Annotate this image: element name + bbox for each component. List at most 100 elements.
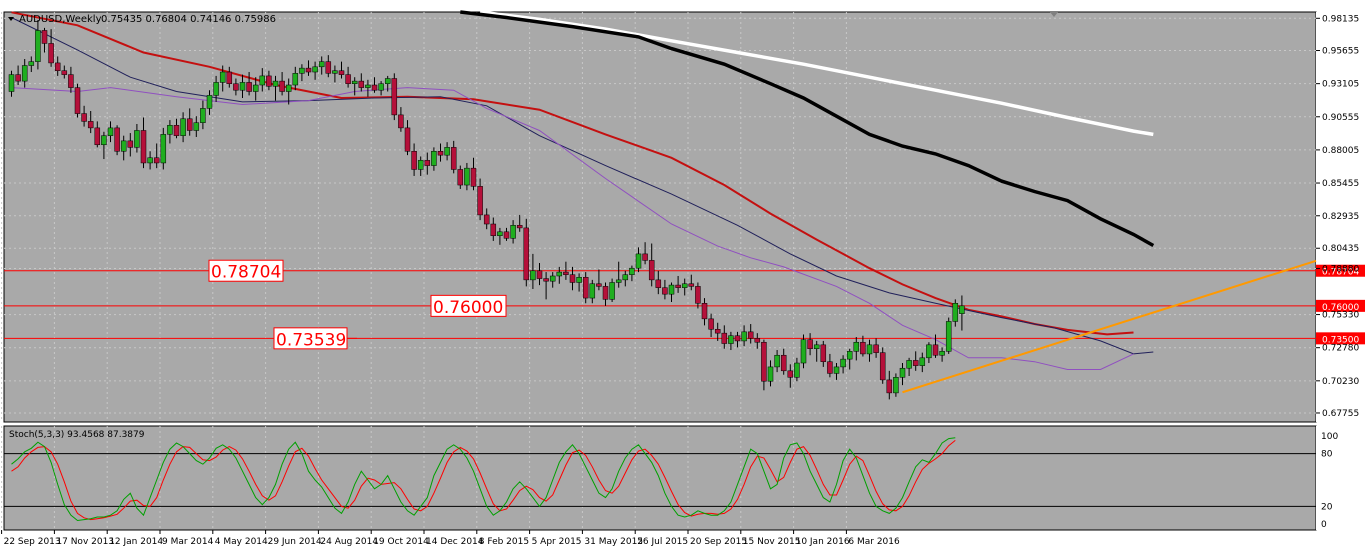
bull-candle	[681, 283, 688, 288]
price-tick-label: 0.93105	[1322, 80, 1359, 90]
level-label-box[interactable]	[430, 294, 507, 317]
level-axis-tag	[1316, 332, 1365, 345]
level-label-box[interactable]	[208, 259, 284, 282]
bear-candle	[483, 214, 490, 225]
bear-candle	[325, 61, 332, 74]
bull-candle	[299, 67, 305, 74]
bear-candle	[338, 70, 345, 75]
price-tick-label: 0.75330	[1322, 311, 1359, 321]
bear-candle	[457, 169, 464, 186]
bull-candle	[206, 95, 213, 109]
bull-candle	[813, 344, 820, 349]
bear-candle	[226, 71, 233, 84]
time-tick-label: 29 Jun 2014	[268, 537, 322, 547]
grid-lines	[1, 12, 1316, 530]
support-trendline[interactable]	[902, 259, 1317, 394]
bear-candle	[81, 113, 87, 122]
bear-candle	[701, 303, 708, 320]
bear-candle	[721, 332, 728, 344]
bull-candle	[800, 339, 807, 364]
stoch-signal-line	[11, 440, 956, 521]
bear-candle	[873, 344, 879, 353]
bear-candle	[655, 279, 662, 288]
bull-candle	[431, 151, 437, 166]
level-label-text: 0.73539	[276, 330, 346, 350]
bull-candle	[629, 267, 635, 275]
bull-candle	[846, 351, 853, 360]
bull-candle	[774, 354, 780, 368]
bear-candle	[569, 274, 576, 283]
time-tick-label: 19 Oct 2014	[373, 537, 429, 547]
bull-candle	[35, 30, 41, 62]
stoch-tick-label: 80	[1321, 450, 1333, 460]
symbol-menu-arrow-icon[interactable]	[8, 17, 14, 21]
bear-candle	[54, 62, 61, 71]
bear-candle	[233, 83, 239, 91]
bear-candle	[186, 118, 193, 131]
bull-candle	[167, 125, 173, 135]
time-tick-label: 4 May 2014	[215, 537, 268, 547]
bear-candle	[305, 67, 312, 73]
level-price-labels[interactable]: 0.78704 0.78704 0.76000 0.76000 0.73500 0.735…	[208, 259, 1365, 350]
bull-candle	[794, 362, 800, 378]
bull-candle	[497, 231, 503, 236]
bear-candle	[358, 80, 365, 88]
bull-candle	[893, 377, 899, 394]
shift-marker-icon[interactable]	[1050, 12, 1058, 17]
bear-candle	[48, 43, 54, 64]
moving-average-red	[11, 11, 1134, 336]
time-tick-label: 26 Jul 2015	[637, 537, 688, 547]
bull-candle	[549, 275, 556, 282]
bear-candle	[714, 328, 721, 334]
price-tick-label: 0.78880	[1322, 264, 1359, 274]
bear-candle	[74, 87, 81, 114]
symbol-timeframe: AUDUSD,Weekly	[19, 14, 102, 25]
bull-candle	[919, 357, 926, 366]
price-tick-label: 0.70230	[1322, 377, 1359, 387]
bull-candle	[417, 160, 424, 170]
bull-candle	[615, 279, 622, 283]
bear-candle	[563, 271, 569, 275]
level-axis-value: 0.73500	[1322, 335, 1359, 345]
bear-candle	[827, 361, 833, 374]
level-axis-tag	[1316, 264, 1365, 277]
bull-candle	[853, 341, 860, 352]
bull-candle	[728, 335, 734, 344]
bull-candle	[866, 344, 873, 355]
bull-candle	[8, 74, 15, 92]
bull-candle	[952, 303, 959, 322]
price-tick-label: 0.80435	[1322, 244, 1359, 254]
bull-candle	[384, 78, 391, 84]
bear-candle	[932, 344, 939, 356]
bear-candle	[61, 70, 68, 75]
stoch-tick-label: 0	[1321, 520, 1327, 530]
stochastic-pane[interactable]	[3, 425, 1317, 531]
bear-candle	[734, 335, 741, 342]
bear-candle	[114, 127, 120, 152]
bull-candle	[444, 147, 450, 156]
level-label-text: 0.78704	[211, 263, 281, 283]
bull-candle	[556, 271, 563, 277]
level-label-text: 0.76000	[433, 298, 503, 318]
bear-candle	[246, 82, 252, 92]
ohlc-values: 0.75435 0.76804 0.74146 0.75986	[101, 14, 276, 25]
bear-candle	[153, 157, 160, 164]
time-tick-label: 14 Dec 2014	[426, 537, 484, 547]
level-axis-value: 0.78704	[1322, 268, 1359, 278]
bull-candle	[926, 344, 932, 359]
bull-candle	[464, 167, 470, 186]
bear-candle	[675, 284, 681, 288]
bull-candle	[959, 305, 965, 314]
time-tick-label: 12 Jan 2014	[109, 537, 163, 547]
time-tick-label: 17 Nov 2013	[56, 537, 114, 547]
bear-candle	[470, 167, 477, 187]
bull-candle	[609, 282, 615, 300]
bear-candle	[15, 74, 21, 82]
trendline-layer[interactable]	[902, 259, 1317, 394]
price-tick-label: 0.67755	[1322, 409, 1359, 419]
bear-candle	[127, 140, 134, 148]
bull-candle	[292, 73, 299, 86]
